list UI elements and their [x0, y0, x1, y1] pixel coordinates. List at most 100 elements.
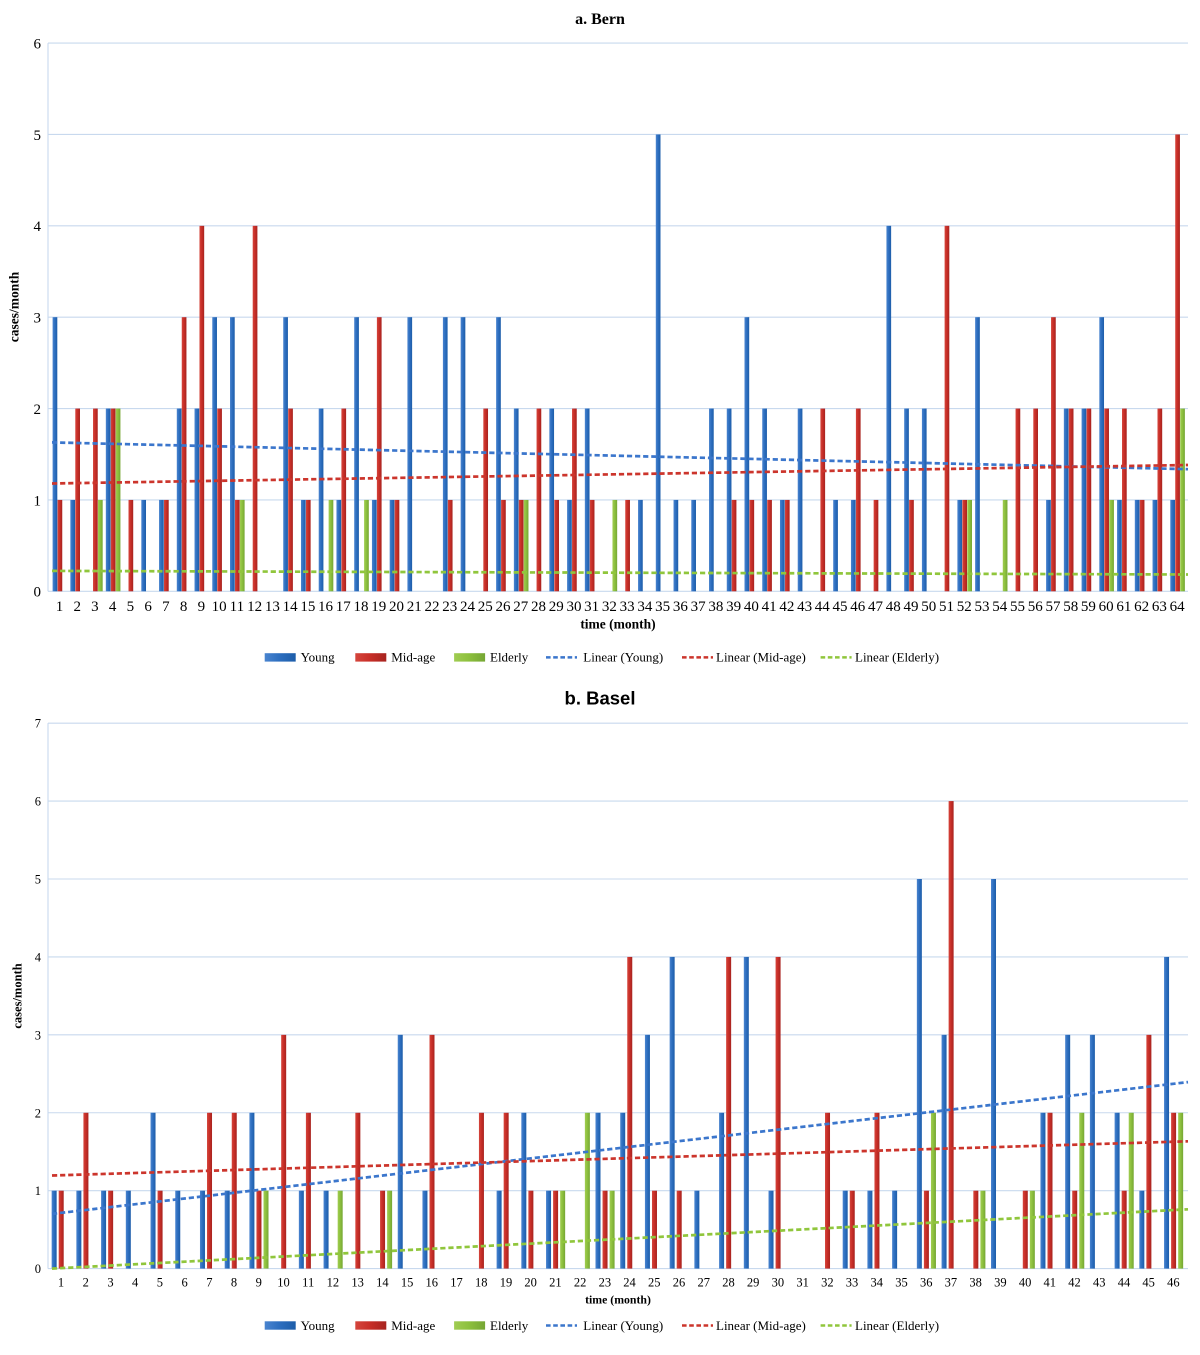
svg-text:11: 11	[230, 599, 244, 615]
svg-text:7: 7	[35, 717, 41, 731]
svg-text:28: 28	[722, 1275, 735, 1289]
svg-text:Linear (Elderly): Linear (Elderly)	[855, 1318, 939, 1333]
svg-text:28: 28	[531, 599, 546, 615]
svg-text:37: 37	[691, 599, 707, 615]
svg-text:b. Basel: b. Basel	[565, 688, 636, 709]
svg-text:18: 18	[354, 599, 369, 615]
svg-text:21: 21	[549, 1275, 562, 1289]
svg-text:30: 30	[772, 1275, 785, 1289]
svg-text:11: 11	[302, 1275, 314, 1289]
svg-text:33: 33	[846, 1275, 859, 1289]
svg-text:38: 38	[708, 599, 723, 615]
svg-text:10: 10	[212, 599, 227, 615]
svg-text:4: 4	[109, 599, 117, 615]
svg-text:cases/month: cases/month	[10, 963, 24, 1028]
svg-text:34: 34	[871, 1275, 884, 1289]
svg-text:2: 2	[73, 599, 81, 615]
svg-text:45: 45	[833, 599, 848, 615]
svg-text:27: 27	[513, 599, 529, 615]
svg-text:62: 62	[1134, 599, 1149, 615]
svg-text:13: 13	[265, 599, 280, 615]
svg-text:30: 30	[566, 599, 581, 615]
svg-text:4: 4	[35, 950, 42, 964]
svg-text:0: 0	[35, 1262, 41, 1276]
svg-text:Linear (Mid-age): Linear (Mid-age)	[716, 1318, 806, 1333]
svg-text:46: 46	[850, 599, 866, 615]
svg-text:14: 14	[283, 599, 299, 615]
svg-text:43: 43	[797, 599, 812, 615]
svg-text:61: 61	[1116, 599, 1131, 615]
svg-text:6: 6	[34, 36, 42, 52]
svg-text:7: 7	[206, 1275, 212, 1289]
svg-text:55: 55	[1010, 599, 1025, 615]
svg-text:20: 20	[524, 1275, 537, 1289]
svg-text:Mid-age: Mid-age	[391, 1318, 435, 1333]
svg-text:40: 40	[1019, 1275, 1032, 1289]
svg-text:39: 39	[994, 1275, 1007, 1289]
svg-text:29: 29	[549, 599, 564, 615]
svg-text:40: 40	[744, 599, 759, 615]
svg-text:49: 49	[904, 599, 919, 615]
svg-text:58: 58	[1063, 599, 1078, 615]
svg-text:3: 3	[107, 1275, 113, 1289]
svg-text:6: 6	[144, 599, 152, 615]
svg-text:34: 34	[637, 599, 653, 615]
svg-text:23: 23	[599, 1275, 612, 1289]
svg-text:63: 63	[1152, 599, 1167, 615]
svg-text:51: 51	[939, 599, 954, 615]
svg-text:4: 4	[34, 219, 42, 235]
svg-text:5: 5	[157, 1275, 163, 1289]
svg-text:Linear (Mid-age): Linear (Mid-age)	[716, 650, 806, 665]
svg-text:39: 39	[726, 599, 741, 615]
svg-text:13: 13	[351, 1275, 364, 1289]
svg-text:17: 17	[336, 599, 352, 615]
svg-text:1: 1	[34, 493, 42, 509]
svg-text:3: 3	[35, 1028, 41, 1042]
svg-text:35: 35	[895, 1275, 908, 1289]
svg-text:time (month): time (month)	[585, 1293, 651, 1307]
svg-text:Young: Young	[301, 1318, 336, 1333]
svg-text:52: 52	[957, 599, 972, 615]
svg-text:32: 32	[602, 599, 617, 615]
svg-text:47: 47	[868, 599, 884, 615]
svg-text:5: 5	[34, 128, 42, 144]
svg-text:0: 0	[34, 585, 42, 601]
svg-text:24: 24	[623, 1275, 636, 1289]
svg-text:19: 19	[500, 1275, 513, 1289]
svg-text:22: 22	[425, 599, 440, 615]
svg-text:9: 9	[198, 599, 206, 615]
svg-text:53: 53	[974, 599, 989, 615]
svg-text:33: 33	[620, 599, 635, 615]
svg-text:41: 41	[1044, 1275, 1057, 1289]
svg-text:37: 37	[945, 1275, 958, 1289]
svg-text:3: 3	[91, 599, 99, 615]
svg-text:5: 5	[127, 599, 135, 615]
svg-text:2: 2	[35, 1106, 41, 1120]
svg-text:44: 44	[815, 599, 831, 615]
svg-text:12: 12	[247, 599, 262, 615]
svg-text:50: 50	[921, 599, 936, 615]
svg-text:20: 20	[389, 599, 404, 615]
svg-text:15: 15	[401, 1275, 414, 1289]
svg-text:27: 27	[697, 1275, 710, 1289]
svg-text:cases/month: cases/month	[7, 271, 22, 342]
svg-text:23: 23	[442, 599, 457, 615]
svg-text:6: 6	[35, 795, 41, 809]
svg-text:Mid-age: Mid-age	[391, 650, 435, 665]
svg-text:32: 32	[821, 1275, 834, 1289]
svg-text:17: 17	[450, 1275, 463, 1289]
svg-text:60: 60	[1099, 599, 1114, 615]
svg-text:Elderly: Elderly	[490, 1318, 529, 1333]
svg-text:36: 36	[920, 1275, 933, 1289]
svg-text:5: 5	[35, 873, 41, 887]
svg-text:25: 25	[648, 1275, 661, 1289]
svg-text:15: 15	[300, 599, 315, 615]
svg-text:9: 9	[256, 1275, 262, 1289]
svg-text:19: 19	[371, 599, 386, 615]
svg-text:42: 42	[779, 599, 794, 615]
svg-text:1: 1	[58, 1275, 64, 1289]
svg-text:Linear (Young): Linear (Young)	[583, 650, 663, 665]
svg-text:29: 29	[747, 1275, 760, 1289]
svg-text:36: 36	[673, 599, 689, 615]
svg-text:4: 4	[132, 1275, 139, 1289]
